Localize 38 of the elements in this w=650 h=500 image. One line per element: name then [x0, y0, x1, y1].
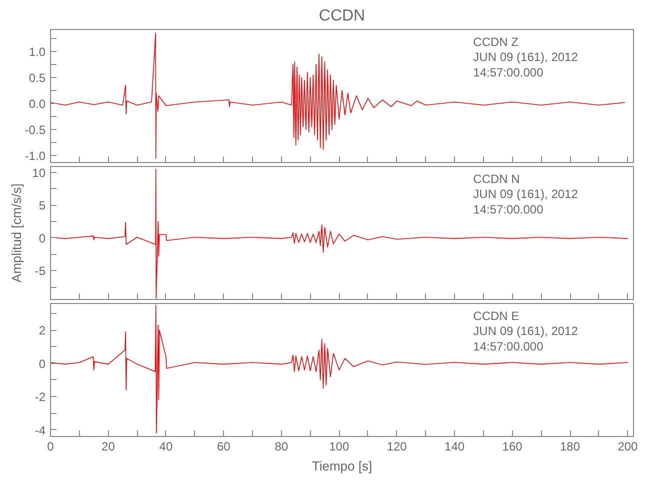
y-tick-label: -5: [34, 264, 46, 278]
y-tick-label: 0.0: [28, 97, 46, 112]
x-tick-label: 0: [47, 440, 54, 454]
x-tick-label: 160: [502, 440, 523, 454]
x-tick-label: 40: [159, 440, 173, 454]
x-tick-label: 180: [560, 440, 580, 454]
annotation: JUN 09 (161), 2012: [473, 324, 578, 338]
x-tick-label: 60: [216, 440, 231, 454]
x-axis-title: Tiempo [s]: [312, 458, 372, 474]
x-tick-label: 120: [386, 440, 408, 454]
annotation: 14:57:00.000: [473, 339, 544, 354]
y-tick-label: 10: [32, 166, 46, 180]
chart-title: CCDN: [318, 8, 366, 24]
annotation: JUN 09 (161), 2012: [473, 50, 578, 64]
x-tick-label: 200: [618, 440, 638, 454]
y-tick-label: 5: [38, 198, 46, 213]
annotation: CCDN Z: [473, 34, 519, 49]
annotation: JUN 09 (161), 2012: [473, 187, 578, 202]
x-tick-label: 100: [329, 440, 350, 454]
y-tick-label: -0.5: [24, 123, 46, 138]
y-tick-label: 0.5: [28, 70, 46, 85]
y-tick-label: -1.0: [24, 149, 46, 164]
annotation: 14:57:00.000: [473, 65, 544, 80]
y-tick-label: 2: [38, 324, 46, 338]
annotation: CCDN N: [473, 172, 520, 186]
x-tick-label: 20: [102, 440, 116, 454]
y-tick-label: 1.0: [28, 44, 46, 59]
y-tick-label: 0: [38, 356, 46, 371]
line-series: [50, 32, 626, 159]
x-tick-label: 140: [444, 440, 465, 454]
annotation: 14:57:00.000: [473, 202, 544, 216]
y-tick-label: -4: [34, 423, 46, 438]
x-tick-label: 80: [274, 440, 288, 454]
annotation: CCDN E: [473, 308, 520, 323]
y-tick-label: 0: [38, 231, 46, 246]
y-tick-label: -2: [34, 390, 46, 404]
y-axis-title: Amplitud [cm/s/s]: [9, 184, 24, 282]
line-series: [50, 304, 628, 434]
